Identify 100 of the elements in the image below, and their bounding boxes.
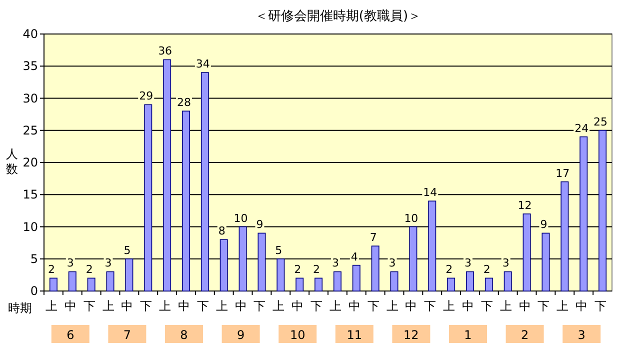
x-tick-label: 下 [480, 299, 493, 313]
x-tick-label: 中 [576, 299, 588, 313]
x-tick-label: 中 [405, 299, 418, 313]
y-tick-label: 30 [22, 91, 38, 106]
bar [144, 104, 152, 292]
data-label: 4 [350, 250, 358, 264]
text: 9 [236, 328, 245, 342]
data-label: 36 [158, 44, 172, 58]
text: 3 [578, 328, 586, 342]
data-label: 14 [423, 186, 438, 200]
bar [68, 271, 76, 292]
x-tick-label: 下 [594, 299, 607, 313]
chart-title: ＜研修会開催時期(教職員)＞ [254, 9, 422, 24]
text: 11 [346, 328, 362, 342]
x-tick-label: 上 [329, 299, 342, 313]
data-label: 25 [594, 115, 608, 128]
y-tick-label: 20 [22, 156, 38, 170]
x-tick-label: 中 [121, 299, 134, 313]
x-tick-label: 上 [500, 299, 512, 313]
x-tick-label: 上 [443, 299, 456, 313]
x-tick-label: 上 [216, 299, 228, 313]
bar [125, 258, 134, 292]
x-tick-label: 下 [196, 299, 209, 313]
data-label: 10 [234, 212, 248, 225]
bar [200, 72, 209, 292]
x-tick-label: 中 [348, 299, 360, 313]
bar [106, 271, 114, 292]
y-tick-label: 25 [22, 123, 38, 138]
bar [296, 278, 304, 292]
data-label: 3 [66, 256, 74, 270]
y-axis-title: 人数 [6, 147, 18, 176]
bar [314, 278, 323, 292]
data-label: 29 [139, 90, 154, 103]
bar [49, 278, 58, 292]
x-tick-label: 中 [234, 299, 247, 313]
x-tick-label: 中 [178, 299, 190, 313]
bar [542, 232, 550, 292]
x-tick-label: 中 [462, 299, 474, 313]
x-axis-title: 時期 [8, 301, 32, 315]
bar [522, 214, 531, 292]
text: 1 [464, 328, 472, 342]
data-label: 2 [294, 263, 302, 276]
text: 8 [180, 328, 188, 342]
data-label: 2 [48, 263, 55, 276]
bar [258, 232, 266, 292]
y-tick-label: 35 [22, 59, 38, 74]
data-label: 17 [556, 166, 570, 180]
x-tick-label: 下 [367, 299, 380, 313]
data-label: 3 [388, 256, 396, 270]
data-label: 3 [502, 256, 510, 270]
bar [276, 258, 285, 292]
x-tick-label: 下 [310, 299, 323, 313]
y-tick-label: 10 [22, 220, 38, 234]
bar [333, 271, 342, 292]
y-tick-label: 40 [22, 27, 38, 41]
x-tick-label: 中 [292, 299, 304, 313]
bar [560, 181, 569, 292]
data-label: 9 [256, 218, 264, 232]
bar [598, 130, 607, 292]
y-tick-label: 15 [22, 188, 38, 202]
bar [409, 226, 418, 292]
x-tick-label: 下 [83, 299, 96, 313]
x-tick-label: 下 [254, 299, 266, 313]
data-label: 2 [86, 263, 93, 276]
text: 6 [66, 328, 74, 342]
bar [504, 271, 512, 292]
bar [466, 271, 474, 292]
x-tick-label: 下 [538, 299, 550, 313]
y-tick-label: 0 [30, 284, 38, 298]
text: 12 [404, 328, 419, 342]
data-label: 3 [104, 256, 112, 270]
x-tick-label: 上 [159, 299, 172, 313]
data-label: 34 [196, 58, 210, 71]
x-tick-label: 上 [386, 299, 398, 313]
data-label: 2 [446, 263, 453, 276]
bar [447, 278, 456, 292]
bar [371, 246, 380, 292]
x-tick-label: 下 [424, 299, 436, 313]
data-label: 5 [275, 244, 282, 257]
data-label: 7 [370, 231, 377, 244]
x-tick-label: 上 [102, 299, 114, 313]
data-label: 3 [464, 256, 472, 270]
bar [220, 239, 228, 292]
data-label: 12 [518, 198, 532, 212]
data-label: 24 [574, 122, 589, 135]
data-label: 3 [332, 256, 339, 270]
x-tick-label: 上 [272, 299, 285, 313]
bar [428, 200, 436, 292]
x-tick-label: 中 [518, 299, 531, 313]
data-label: 2 [483, 263, 490, 276]
bar [182, 110, 190, 292]
data-label: 9 [540, 218, 548, 232]
x-tick-label: 上 [556, 299, 569, 313]
x-tick-label: 中 [64, 299, 76, 313]
x-tick-label: 上 [45, 299, 58, 313]
data-label: 10 [404, 212, 418, 225]
bar [580, 136, 588, 292]
data-label: 28 [177, 96, 191, 110]
bar [238, 226, 247, 292]
x-tick-label: 下 [140, 299, 152, 313]
